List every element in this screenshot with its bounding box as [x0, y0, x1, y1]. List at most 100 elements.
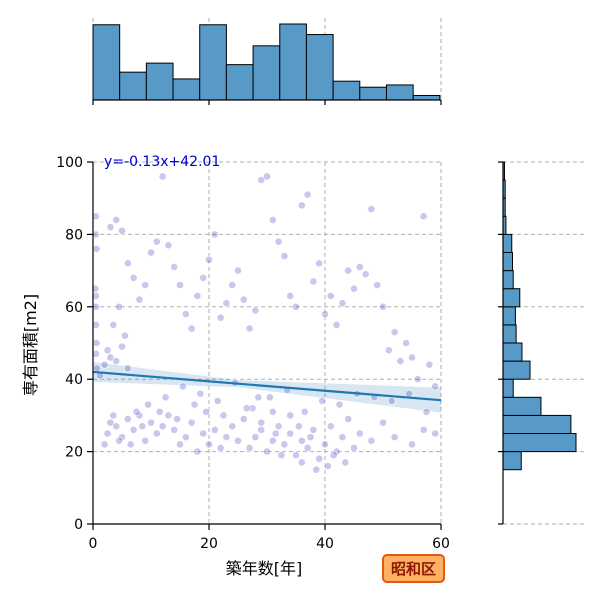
scatter-point: [425, 360, 434, 369]
scatter-point: [292, 451, 300, 460]
scatter-point: [176, 440, 184, 449]
scatter-point: [109, 411, 118, 420]
scatter-point: [144, 400, 152, 409]
scatter-point: [280, 252, 289, 261]
scatter-point: [170, 263, 179, 271]
scatter-point: [268, 436, 277, 445]
scatter-point: [329, 451, 338, 460]
scatter-point: [318, 397, 326, 405]
scatter-point: [338, 299, 347, 308]
scatter-point: [126, 440, 135, 449]
right-hist-bar: [502, 233, 513, 253]
scatter-point: [286, 429, 295, 438]
scatter-point: [297, 201, 306, 210]
scatter-point: [274, 237, 283, 246]
scatter-point: [129, 273, 138, 282]
scatter-point: [228, 422, 237, 431]
y-tick-label: 0: [74, 517, 83, 533]
scatter-point: [344, 266, 353, 275]
scatter-point: [170, 425, 179, 434]
scatter-point: [390, 328, 399, 337]
scatter-point: [106, 418, 115, 427]
scatter-point: [196, 389, 205, 398]
scatter-point: [181, 310, 190, 318]
scatter-point: [332, 320, 341, 329]
scatter-point: [303, 444, 312, 452]
ward-badge-box: [382, 554, 445, 583]
scatter-point: [309, 277, 318, 286]
scatter-point: [176, 281, 184, 289]
scatter-point: [161, 393, 170, 402]
right-hist-bar: [502, 378, 514, 398]
scatter-point: [402, 339, 411, 347]
scatter-point: [387, 397, 396, 405]
scatter-point: [202, 407, 210, 416]
axes: 0 20 40 60 0 20 40 60 80 100: [56, 155, 450, 552]
scatter-point: [413, 375, 422, 384]
scatter-point: [147, 248, 155, 257]
scatter-point: [323, 462, 332, 470]
scatter-point: [106, 353, 115, 362]
top-hist-bar: [412, 94, 441, 101]
scatter-point: [155, 407, 164, 416]
scatter-point: [193, 292, 202, 300]
scatter-point: [190, 400, 199, 409]
scatter-point: [297, 436, 306, 445]
right-hist-bar: [502, 252, 513, 272]
right-hist-bar: [502, 396, 542, 416]
scatter-point: [315, 259, 324, 268]
scatter-point: [121, 331, 129, 340]
scatter-point: [280, 440, 289, 449]
scatter-point: [367, 436, 376, 445]
scatter-point: [306, 433, 315, 442]
scatter-point: [268, 216, 277, 224]
scatter-point: [294, 422, 303, 431]
scatter-point: [277, 451, 286, 460]
scatter-point: [257, 425, 266, 434]
scatter-point: [118, 226, 126, 235]
scatter-point: [309, 425, 318, 434]
scatter-point: [100, 440, 109, 449]
right-hist-bar: [502, 270, 514, 290]
scatter-point: [326, 292, 335, 300]
scatter-point: [132, 407, 141, 416]
scatter-point: [181, 433, 190, 442]
scatter-point: [92, 320, 100, 329]
scatter-point: [164, 241, 173, 250]
scatter-point: [257, 418, 266, 427]
y-tick-label: 60: [65, 300, 83, 316]
scatter-point: [408, 440, 416, 449]
scatter-point: [118, 342, 126, 351]
x-tick-label: 60: [432, 536, 450, 552]
scatter-points: [91, 172, 440, 474]
scatter-point: [141, 436, 150, 445]
scatter-point: [123, 259, 132, 268]
scatter-point: [315, 454, 324, 463]
y-axis-title: 専有面積[m2]: [21, 294, 40, 396]
scatter-point: [303, 190, 312, 199]
scatter-point: [92, 244, 101, 253]
scatter-point: [312, 465, 321, 474]
scatter-point: [361, 270, 370, 279]
scatter-point: [379, 302, 387, 311]
scatter-point: [263, 172, 271, 181]
scatter-point: [251, 433, 260, 442]
scatter-point: [112, 357, 121, 365]
scatter-point: [321, 440, 329, 449]
scatter-point: [419, 425, 428, 434]
scatter-point: [135, 295, 144, 304]
scatter-point: [373, 281, 382, 289]
top-hist-bar: [172, 78, 201, 101]
scatter-point: [274, 422, 283, 431]
scatter-point: [109, 320, 118, 329]
scatter-point: [92, 339, 101, 347]
top-hist-bar: [385, 84, 414, 101]
scatter-point: [100, 360, 109, 369]
scatter-point: [335, 400, 344, 409]
scatter-point: [396, 357, 405, 365]
scatter-point: [431, 429, 440, 438]
scatter-point: [292, 302, 300, 311]
y-tick-label: 80: [65, 227, 83, 243]
scatter-point: [92, 212, 100, 221]
